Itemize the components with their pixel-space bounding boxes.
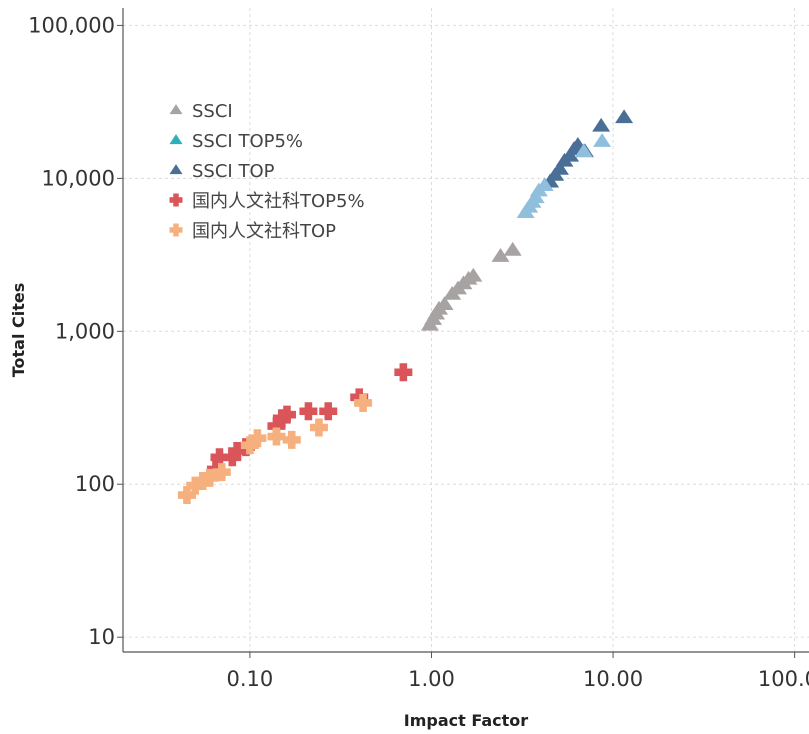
- legend-marker-triangle: [169, 134, 183, 145]
- y-tick-label: 100: [75, 472, 115, 496]
- data-point-plus: [210, 448, 229, 467]
- data-point-plus: [299, 402, 318, 421]
- data-point-plus: [177, 486, 196, 505]
- x-tick-label: 0.10: [227, 667, 274, 691]
- data-point-triangle: [615, 109, 634, 124]
- data-point-triangle: [574, 143, 593, 158]
- data-point-triangle: [535, 177, 554, 192]
- legend-label: 国内人文社科TOP: [192, 221, 336, 242]
- y-tick-label: 1,000: [55, 319, 115, 343]
- data-point-plus: [200, 468, 219, 487]
- data-point-plus: [212, 463, 231, 482]
- data-point-plus: [267, 427, 286, 446]
- legend-marker-plus: [169, 223, 183, 237]
- x-tick-label: 10.00: [583, 667, 643, 691]
- data-point-plus: [282, 430, 301, 449]
- data-point-plus: [277, 405, 296, 424]
- data-point-triangle: [550, 160, 569, 175]
- data-point-triangle: [491, 248, 510, 262]
- legend-marker-triangle: [169, 164, 183, 175]
- data-point-plus: [394, 363, 413, 382]
- y-tick-label: 100,000: [28, 13, 115, 37]
- data-point-plus: [223, 448, 242, 467]
- data-point-plus: [267, 417, 286, 436]
- legend-label: SSCI TOP5%: [192, 131, 303, 152]
- y-tick-label: 10: [88, 625, 115, 649]
- x-tick-label: 1.00: [408, 667, 455, 691]
- data-point-triangle: [503, 241, 522, 256]
- data-point-plus: [319, 402, 338, 421]
- legend-label: SSCI: [192, 101, 233, 122]
- data-point-plus: [248, 429, 267, 448]
- data-point-plus: [309, 418, 328, 437]
- data-points: [177, 109, 634, 505]
- legend: SSCI SSCI TOP5% SSCI TOP 国内人文社科TOP5% 国内人文社科T…: [169, 101, 365, 242]
- x-axis-title: Impact Factor: [404, 711, 528, 730]
- tick-labels: 10 100 1,000 10,000 100,000 0.10 1.00 10.00 100.…: [28, 13, 809, 691]
- data-point-plus: [186, 476, 205, 495]
- axes: [122, 8, 809, 653]
- data-point-plus: [350, 388, 369, 407]
- data-point-plus: [354, 393, 373, 412]
- legend-label: 国内人文社科TOP5%: [192, 191, 365, 212]
- data-point-triangle: [592, 117, 611, 132]
- data-point-triangle: [593, 133, 612, 147]
- y-tick-label: 10,000: [42, 166, 115, 190]
- data-point-triangle: [435, 296, 454, 311]
- data-point-triangle: [464, 267, 483, 282]
- legend-marker-plus: [169, 193, 183, 207]
- legend-marker-triangle: [169, 104, 183, 115]
- data-point-plus: [228, 441, 247, 460]
- x-tick-label: 100.00: [758, 667, 809, 691]
- legend-label: SSCI TOP: [192, 161, 275, 182]
- y-axis-title: Total Cites: [9, 283, 28, 378]
- grid-lines: [123, 8, 809, 652]
- data-point-plus: [240, 436, 259, 455]
